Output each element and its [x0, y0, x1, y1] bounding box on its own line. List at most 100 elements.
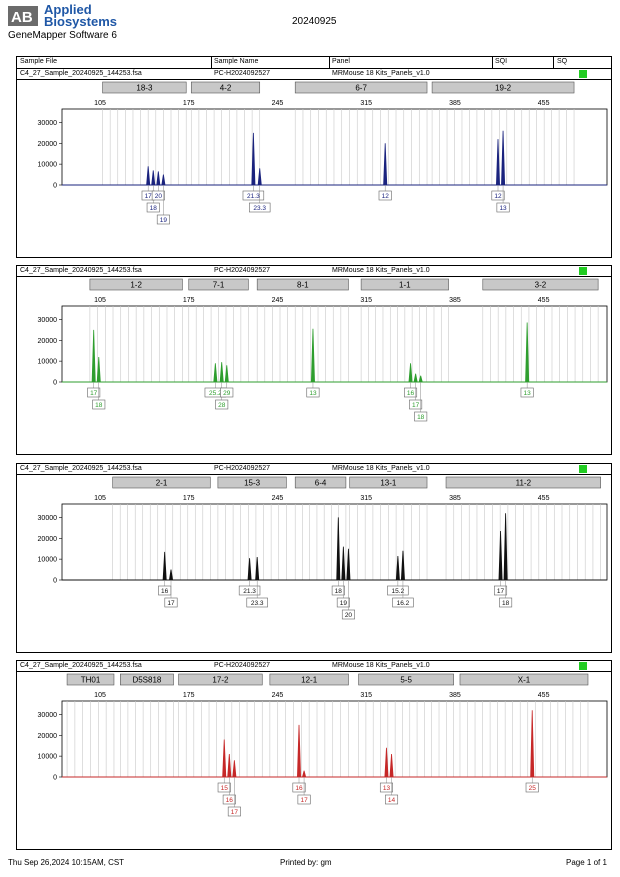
x-tick-label: 385: [449, 100, 461, 107]
y-tick-label: 0: [53, 775, 57, 782]
allele-label-box: [238, 585, 261, 596]
panel-name: MRMouse 18 Kits_Panels_v1.0: [332, 267, 430, 274]
allele-label: 25.2: [209, 390, 222, 397]
allele-label: 18: [95, 402, 103, 409]
allele-label-box: [87, 387, 101, 398]
allele-label: 29: [223, 390, 231, 397]
peak: [257, 168, 262, 186]
allele-label-box: [92, 399, 106, 410]
col-sq: SQ: [557, 58, 568, 65]
allele-label-box: [227, 806, 241, 817]
peak: [341, 546, 346, 581]
x-tick-label: 455: [538, 495, 550, 502]
brand-name: Applied Biosystems: [44, 3, 117, 29]
x-tick-label: 315: [360, 100, 372, 107]
marker-bar: [294, 476, 347, 489]
peak: [213, 363, 218, 383]
peak: [525, 322, 530, 383]
peak: [418, 375, 423, 383]
marker-bar: [66, 673, 115, 686]
peak: [232, 760, 237, 778]
allele-label-box: [494, 585, 508, 596]
peak: [496, 139, 500, 186]
allele-label-box: [414, 411, 428, 422]
marker-label: 12-1: [301, 676, 318, 685]
x-tick-label: 105: [94, 692, 106, 699]
sample-name: PC-H2024092527: [214, 465, 271, 472]
run-date: 20240925: [292, 16, 337, 27]
allele-label: 13: [309, 390, 317, 397]
peak: [151, 170, 156, 186]
allele-label: 16.2: [397, 600, 410, 607]
y-tick-label: 10000: [38, 359, 58, 366]
plot-frame: [61, 503, 608, 581]
peak: [498, 530, 503, 581]
allele-label-box: [499, 597, 513, 608]
allele-label-box: [385, 794, 399, 805]
marker-bar: [89, 278, 183, 291]
allele-label: 12: [382, 193, 390, 200]
electropherogram-chart-3: 2-1 15-3 6-4 13-1 11-2 105 175 245 315 385 455 0 100…: [38, 476, 608, 620]
marker-bar: [459, 673, 589, 686]
col-sqi: SQI: [495, 58, 508, 65]
allele-label-box: [151, 190, 165, 201]
marker-bar: [178, 673, 263, 686]
peak: [227, 754, 232, 778]
plot-frame: [61, 700, 608, 778]
allele-label-box: [215, 399, 229, 410]
allele-label-box: [491, 190, 505, 201]
brand-line-2: Biosystems: [44, 14, 117, 29]
peak: [162, 551, 167, 581]
panel-name: MRMouse 18 Kits_Panels_v1.0: [332, 662, 430, 669]
x-tick-label: 245: [272, 297, 284, 304]
x-tick-label: 105: [94, 297, 106, 304]
electropherogram-chart-1: 18-3 4-2 6-7 19-2 105 175 245 315 385 455 0 10000 20…: [38, 81, 608, 225]
col-sample-file: Sample File: [20, 58, 57, 65]
marker-label: 6-4: [315, 479, 327, 488]
sq-indicator: [579, 70, 587, 78]
allele-label: 21.3: [243, 588, 256, 595]
marker-label: X-1: [518, 676, 531, 685]
sample-info-row: C4_27_Sample_20240925_144253.fsa PC-H202…: [17, 464, 611, 475]
allele-label: 18: [502, 600, 510, 607]
peak: [384, 747, 389, 778]
allele-label-box: [164, 597, 178, 608]
marker-label: 2-1: [156, 479, 168, 488]
electropherogram-panel-2: C4_27_Sample_20240925_144253.fsa PC-H202…: [16, 265, 612, 455]
electropherogram-chart-4: TH01 D5S818 17-2 12-1 5-5 X-1 105 175 245 315 385 4…: [38, 673, 608, 817]
marker-label: 18-3: [136, 84, 153, 93]
allele-label: 17: [412, 402, 420, 409]
y-tick-label: 30000: [38, 515, 58, 522]
peak: [310, 328, 315, 383]
x-tick-label: 455: [538, 297, 550, 304]
x-tick-label: 315: [360, 692, 372, 699]
peak: [501, 130, 506, 186]
allele-label-box: [520, 387, 534, 398]
sample-info-row: C4_27_Sample_20240925_144253.fsa PC-H202…: [17, 69, 611, 80]
ab-logo-icon: AB: [8, 6, 38, 26]
allele-label: 21.3: [247, 193, 260, 200]
y-tick-label: 10000: [38, 162, 58, 169]
allele-label: 25: [529, 785, 537, 792]
allele-label-box: [156, 214, 170, 225]
allele-label-box: [331, 585, 345, 596]
allele-label-box: [496, 202, 510, 213]
allele-label: 23.3: [251, 600, 264, 607]
sample-file: C4_27_Sample_20240925_144253.fsa: [20, 70, 142, 77]
allele-label: 17: [167, 600, 175, 607]
peak: [530, 710, 535, 778]
x-tick-label: 455: [538, 692, 550, 699]
marker-bar: [445, 476, 601, 489]
sample-info-row: C4_27_Sample_20240925_144253.fsa PC-H202…: [17, 661, 611, 672]
allele-label-box: [336, 597, 350, 608]
allele-label: 20: [155, 193, 163, 200]
allele-label: 13: [499, 205, 507, 212]
plot-frame: [61, 108, 608, 186]
marker-bar: [112, 476, 211, 489]
sample-file: C4_27_Sample_20240925_144253.fsa: [20, 465, 142, 472]
x-tick-label: 245: [272, 495, 284, 502]
y-tick-label: 30000: [38, 317, 58, 324]
sq-indicator: [579, 662, 587, 670]
x-tick-label: 385: [449, 495, 461, 502]
marker-label: 15-3: [244, 479, 261, 488]
